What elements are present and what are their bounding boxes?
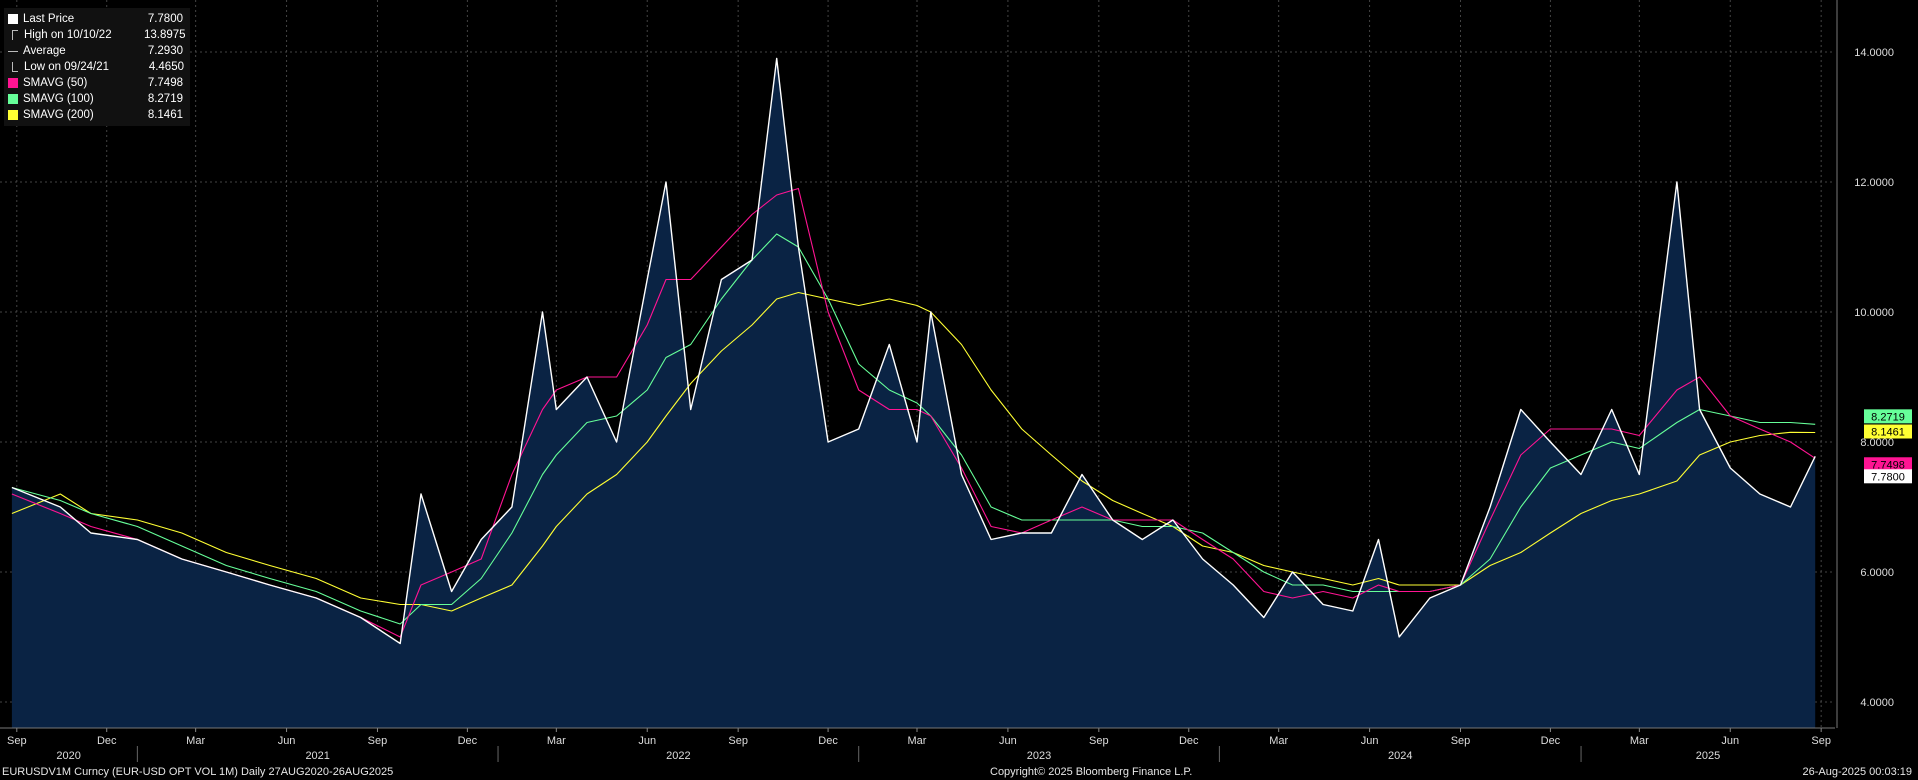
value-tag: 8.2719	[1864, 409, 1912, 424]
x-tick-label: Sep	[1811, 735, 1831, 747]
x-tick-label: Jun	[1361, 735, 1379, 747]
legend-value: 7.7800	[147, 13, 183, 25]
value-tag-box	[1864, 409, 1912, 424]
legend-swatch	[8, 14, 18, 24]
legend-item-sma200: SMAVG (200) 8.1461	[8, 107, 184, 123]
legend-item-average: Average 7.2930	[8, 43, 184, 59]
legend-label: SMAVG (100)	[23, 93, 94, 105]
series-line-price	[11, 57, 1816, 645]
value-tag-box	[1864, 457, 1912, 472]
x-tick-label: Jun	[278, 735, 296, 747]
series-line-sma200	[11, 291, 1816, 612]
legend-label: Last Price	[23, 13, 75, 25]
value-tag-label: 7.7498	[1871, 459, 1905, 471]
value-tag: 7.7800	[1864, 469, 1912, 484]
legend-swatch	[8, 110, 18, 120]
y-axis: 4.0000 6.0000 8.0000 10.0000 12.0000 14.0000	[1836, 0, 1894, 728]
value-tag: 8.1461	[1864, 424, 1912, 439]
legend-label: High on 10/10/22	[24, 29, 112, 41]
legend-label: SMAVG (50)	[23, 77, 88, 89]
legend-value: 4.4650	[148, 61, 184, 73]
x-tick-label: Sep	[1451, 735, 1471, 747]
footer-copyright: Copyright© 2025 Bloomberg Finance L.P.	[990, 766, 1193, 778]
x-year-label: 2025	[1696, 750, 1720, 762]
x-year-label: 2022	[666, 750, 690, 762]
legend-value: 7.7498	[147, 77, 183, 89]
x-tick-label: Sep	[368, 735, 388, 747]
value-tag: 7.7498	[1864, 457, 1912, 472]
legend-item-low: Low on 09/24/21 4.4650	[8, 59, 184, 75]
x-tick-label: Mar	[1269, 735, 1288, 747]
legend-item-high: High on 10/10/22 13.8975	[8, 27, 186, 43]
x-tick-label: Mar	[1630, 735, 1649, 747]
x-tick-label: Mar	[547, 735, 566, 747]
legend-value: 7.2930	[147, 45, 183, 57]
price-area-fill	[11, 58, 1816, 728]
legend-swatch	[8, 94, 18, 104]
legend-item-sma50: SMAVG (50) 7.7498	[8, 75, 184, 91]
series-lines	[11, 57, 1816, 645]
value-tag-label: 7.7800	[1871, 471, 1905, 483]
legend-value: 8.2719	[147, 93, 183, 105]
value-tag-label: 8.2719	[1871, 411, 1905, 423]
legend: Last Price 7.7800 High on 10/10/22 13.89…	[4, 8, 190, 126]
x-tick-label: Dec	[458, 735, 478, 747]
legend-item-sma100: SMAVG (100) 8.2719	[8, 91, 184, 107]
legend-item-last-price: Last Price 7.7800	[8, 11, 184, 27]
y-tick-label: 8.0000	[1860, 437, 1894, 449]
legend-value: 13.8975	[144, 29, 186, 41]
x-tick-label: Jun	[638, 735, 656, 747]
y-tick-label: 6.0000	[1860, 567, 1894, 579]
x-tick-label: Sep	[728, 735, 748, 747]
x-tick-label: Jun	[999, 735, 1017, 747]
x-tick-label: Jun	[1721, 735, 1739, 747]
series-line-sma100	[11, 233, 1816, 625]
high-marker-icon	[12, 30, 18, 40]
x-tick-label: Mar	[186, 735, 205, 747]
x-tick-label: Dec	[1541, 735, 1561, 747]
legend-label: Low on 09/24/21	[24, 61, 110, 73]
x-year-label: 2021	[305, 750, 329, 762]
x-tick-label: Sep	[7, 735, 27, 747]
x-year-label: 2024	[1388, 750, 1412, 762]
price-area	[11, 58, 1816, 728]
x-year-label: 2023	[1027, 750, 1051, 762]
footer-ticker: EURUSDV1M Curncy (EUR-USD OPT VOL 1M) Da…	[2, 766, 394, 778]
series-line-sma50	[11, 187, 1816, 638]
x-axis: Sep Dec Mar Jun Sep Dec Mar Jun Sep Dec Mar Jun Sep D…	[0, 727, 1835, 762]
footer-timestamp: 26-Aug-2025 00:03:19	[1802, 766, 1912, 778]
y-tick-label: 4.0000	[1860, 697, 1894, 709]
value-tag-box	[1864, 469, 1912, 484]
average-marker-icon	[8, 50, 18, 52]
x-tick-label: Dec	[97, 735, 117, 747]
legend-value: 8.1461	[147, 109, 183, 121]
x-tick-label: Dec	[818, 735, 838, 747]
low-marker-icon	[12, 62, 18, 72]
legend-label: Average	[23, 45, 66, 57]
y-tick-label: 14.0000	[1854, 47, 1894, 59]
value-tag-box	[1864, 424, 1912, 439]
x-tick-label: Mar	[908, 735, 927, 747]
legend-swatch	[8, 78, 18, 88]
y-tick-label: 10.0000	[1854, 307, 1894, 319]
value-tag-label: 8.1461	[1871, 427, 1905, 439]
y-tick-label: 12.0000	[1854, 177, 1894, 189]
x-year-label: 2020	[56, 750, 80, 762]
x-tick-label: Dec	[1179, 735, 1199, 747]
legend-label: SMAVG (200)	[23, 109, 94, 121]
x-tick-label: Sep	[1089, 735, 1109, 747]
